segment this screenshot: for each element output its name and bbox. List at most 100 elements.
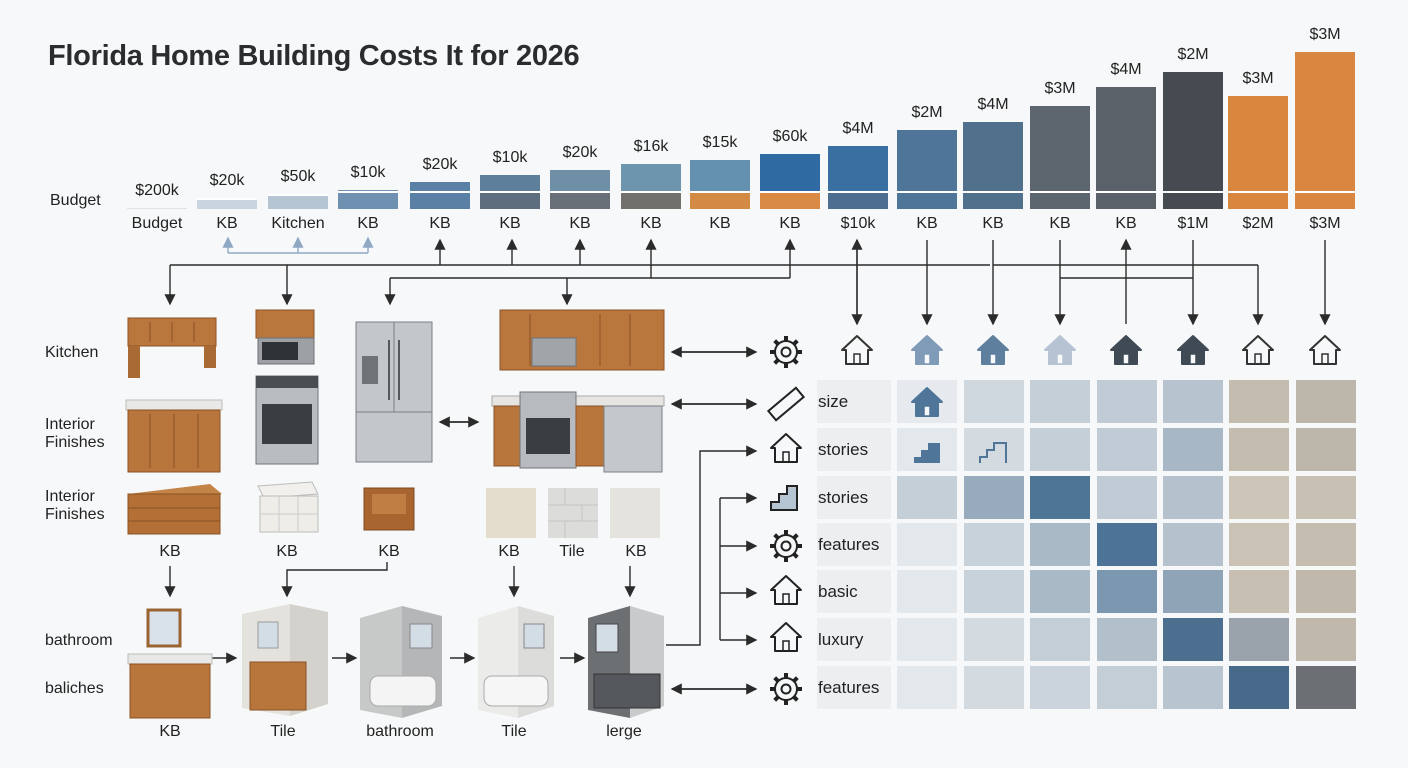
vanity-cabinet-image — [125, 399, 223, 473]
grid-label-cell — [817, 570, 891, 613]
stairs-icon — [914, 443, 940, 463]
row-label-bathroom: bathroom — [45, 632, 113, 649]
house-outline-icon — [770, 433, 802, 463]
gear-badge-icon — [770, 530, 802, 562]
bar-category-label: KB — [569, 215, 591, 232]
bar-4 — [410, 182, 470, 209]
house-chat-icon — [770, 622, 802, 652]
home-outline-icon — [1309, 335, 1341, 365]
bar-10 — [828, 146, 888, 209]
bar-value-label: $10k — [350, 164, 386, 181]
grid-cell — [1030, 618, 1090, 661]
stairs-icon — [770, 485, 798, 511]
grid-cell — [1296, 570, 1356, 613]
grid-label-cell — [817, 428, 891, 471]
bar-14 — [1096, 87, 1156, 209]
tile-cube-image — [257, 481, 319, 533]
bar-value-label: $15k — [702, 134, 738, 151]
bar-value-label: $200k — [135, 182, 179, 199]
grid-cell — [1229, 618, 1289, 661]
grid-cell — [897, 428, 957, 471]
grid-cell — [1163, 380, 1223, 423]
grid-cell — [1163, 618, 1223, 661]
item-label: KB — [159, 723, 181, 740]
item-label: KB — [159, 543, 181, 560]
grid-row-label: stories — [818, 488, 869, 507]
item-label: KB — [625, 543, 647, 560]
item-label: KB — [276, 543, 298, 560]
bar-category-label: KB — [499, 215, 521, 232]
home-filled-icon — [911, 387, 943, 417]
bar-8 — [690, 160, 750, 209]
bar-value-label: $2M — [911, 104, 943, 121]
bar-category-label: KB — [357, 215, 379, 232]
grid-label-cell — [817, 380, 891, 423]
grid-cell — [964, 618, 1024, 661]
grid-cell — [1296, 428, 1356, 471]
bar-category-label: KB — [779, 215, 801, 232]
bar-value-label: $20k — [422, 156, 458, 173]
grid-cell — [1030, 428, 1090, 471]
bar-category-label: KB — [640, 215, 662, 232]
ruler-icon — [766, 386, 806, 422]
grid-cell — [1229, 428, 1289, 471]
grid-cell — [1097, 666, 1157, 709]
grid-cell — [1229, 570, 1289, 613]
bar-value-label: $10k — [492, 149, 528, 166]
home-filled-dark-icon — [1110, 335, 1142, 365]
item-label: KB — [378, 543, 400, 560]
beige-swatch — [486, 488, 536, 538]
bar-value-label: $16k — [633, 138, 669, 155]
grid-cell — [897, 618, 957, 661]
bathroom-room-3-image — [478, 606, 554, 718]
row-label-interior-finishes-2: Interior Finishes — [45, 488, 105, 523]
bar-12 — [963, 122, 1023, 209]
bar-16 — [1228, 96, 1288, 209]
bar-6 — [550, 170, 610, 209]
bar-category-label: KB — [216, 215, 238, 232]
bar-category-label: Budget — [131, 215, 183, 232]
grid-cell — [1229, 476, 1289, 519]
grid-cell — [1163, 428, 1223, 471]
home-filled-pale-icon — [1044, 335, 1076, 365]
grid-cell — [1030, 666, 1090, 709]
bar-value-label: $20k — [209, 172, 245, 189]
grid-row-label: luxury — [818, 630, 864, 649]
grid-cell — [1097, 380, 1157, 423]
bar-value-label: $2M — [1177, 46, 1209, 63]
house-outline-icon — [770, 575, 802, 605]
bar-category-label: $1M — [1177, 215, 1209, 232]
grid-cell — [964, 666, 1024, 709]
grid-cell — [1296, 476, 1356, 519]
grid-label-cell — [817, 618, 891, 661]
grid-cell — [1097, 428, 1157, 471]
grid-row-label: size — [818, 392, 849, 411]
grid-cell — [1229, 666, 1289, 709]
bar-category-label: KB — [429, 215, 451, 232]
grid-cell — [964, 570, 1024, 613]
item-label: Tile — [501, 723, 527, 740]
grid-cell — [1163, 523, 1223, 566]
wood-box-small-image — [363, 487, 415, 531]
grid-cell — [964, 476, 1024, 519]
grid-cell — [1163, 476, 1223, 519]
home-filled-light-icon — [911, 335, 943, 365]
row-label-kitchen: Kitchen — [45, 344, 99, 361]
bar-value-label: $50k — [280, 168, 316, 185]
stairs-icon — [979, 442, 1007, 463]
row-label-interior-finishes: Interior Finishes — [45, 416, 105, 451]
kitchen-cabinet-image — [127, 317, 217, 378]
bar-category-label: $10k — [840, 215, 876, 232]
row-label-budget: Budget — [50, 192, 101, 209]
grid-row-label: basic — [818, 582, 858, 601]
item-label: Tile — [270, 723, 296, 740]
grid-cell — [897, 476, 957, 519]
bar-category-label: $2M — [1242, 215, 1274, 232]
grid-cell — [1097, 523, 1157, 566]
grid-cell — [897, 666, 957, 709]
grid-cell — [1097, 618, 1157, 661]
full-kitchen-image — [491, 309, 665, 473]
